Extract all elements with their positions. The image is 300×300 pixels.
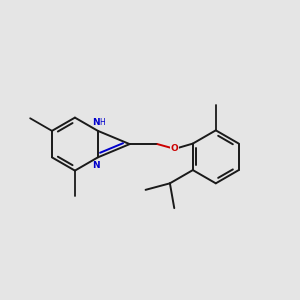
- Text: N: N: [92, 118, 99, 127]
- Text: N: N: [93, 160, 100, 169]
- Text: O: O: [171, 144, 178, 153]
- Text: H: H: [99, 118, 105, 127]
